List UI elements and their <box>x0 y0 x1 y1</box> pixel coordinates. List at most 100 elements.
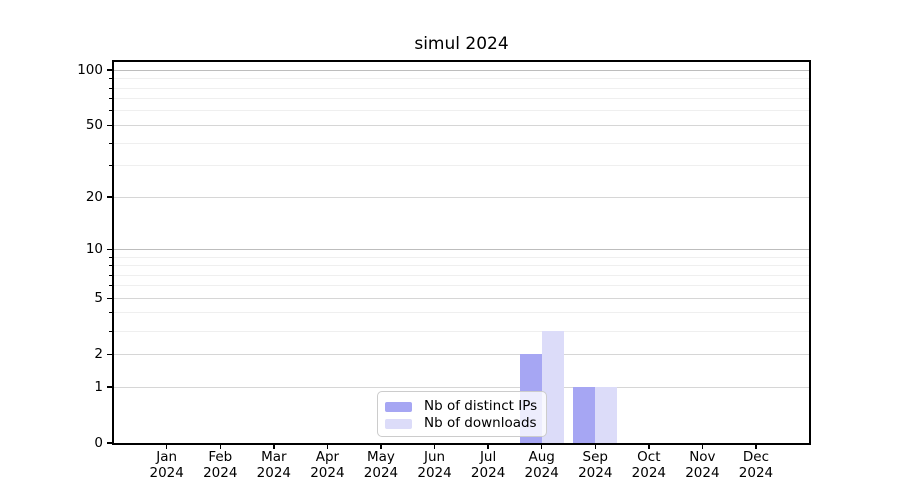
y-minor-tick-mark <box>109 274 112 276</box>
legend-label: Nb of downloads <box>424 415 537 431</box>
y-tick-label: 0 <box>94 435 103 451</box>
gridline-decade <box>114 69 809 71</box>
y-tick-mark <box>107 297 112 299</box>
x-tick-mark <box>273 444 275 449</box>
y-minor-tick-mark <box>109 142 112 144</box>
x-tick-label: May 2024 <box>341 449 421 481</box>
bar-nb-of-downloads <box>541 331 564 443</box>
x-tick-label: Mar 2024 <box>234 449 314 481</box>
gridline-minor <box>114 110 809 112</box>
gridline-minor <box>114 285 809 287</box>
x-tick-label: Sep 2024 <box>555 449 635 481</box>
x-tick-label-year: 2024 <box>685 465 720 481</box>
gridline-minor <box>114 165 809 167</box>
x-tick-label-year: 2024 <box>149 465 184 481</box>
gridline-major <box>114 124 809 126</box>
y-minor-tick-mark <box>109 256 112 258</box>
x-tick-label: Jun 2024 <box>395 449 475 481</box>
x-tick-label-month: Aug <box>528 449 555 465</box>
legend-swatch <box>385 401 412 412</box>
gridline-major <box>114 353 809 355</box>
legend-label: Nb of distinct IPs <box>424 398 538 414</box>
y-minor-tick-mark <box>109 265 112 266</box>
x-tick-label-month: May <box>367 449 395 465</box>
x-tick-label-month: Nov <box>689 449 716 465</box>
y-tick-mark <box>107 124 112 127</box>
y-minor-tick-mark <box>109 165 112 167</box>
y-tick-label: 20 <box>85 189 103 206</box>
x-tick-mark <box>380 444 382 449</box>
x-tick-label: Jul 2024 <box>448 449 528 481</box>
x-tick-label-month: Sep <box>582 449 608 465</box>
x-tick-label-month: Jul <box>479 449 497 465</box>
x-tick-label-month: Mar <box>261 449 287 465</box>
y-minor-tick-mark <box>109 110 112 112</box>
x-tick-mark <box>594 444 596 449</box>
gridline-minor <box>114 312 809 314</box>
x-tick-label-year: 2024 <box>256 465 291 481</box>
x-tick-label-month: Jan <box>156 449 178 465</box>
y-tick-label: 5 <box>94 290 103 307</box>
legend-item: Nb of distinct IPs <box>385 399 546 414</box>
x-tick-label: Aug 2024 <box>502 449 582 481</box>
y-tick-mark <box>107 353 112 355</box>
chart-title: simul 2024 <box>414 34 509 54</box>
x-tick-label-year: 2024 <box>578 465 613 481</box>
bar-nb-of-downloads <box>595 387 618 443</box>
x-tick-label: Feb 2024 <box>180 449 260 481</box>
y-tick-mark <box>107 386 112 388</box>
x-tick-label: Nov 2024 <box>662 449 742 481</box>
legend: Nb of distinct IPs Nb of downloads <box>377 391 547 437</box>
x-tick-mark <box>219 444 222 449</box>
y-tick-label: 2 <box>94 346 103 363</box>
y-tick-label: 1 <box>94 379 103 395</box>
x-tick-label-month: Dec <box>742 449 770 465</box>
x-tick-label-month: Oct <box>637 449 661 465</box>
x-tick-label: Jan 2024 <box>127 449 207 481</box>
gridline-major <box>114 297 809 299</box>
x-tick-mark <box>648 444 650 449</box>
gridline-decade <box>114 248 809 250</box>
x-tick-label-year: 2024 <box>203 465 238 481</box>
x-tick-mark <box>165 444 168 449</box>
y-minor-tick-mark <box>109 285 112 287</box>
gridline-minor <box>114 256 809 258</box>
x-tick-label: Apr 2024 <box>287 449 367 481</box>
y-minor-tick-mark <box>109 98 112 100</box>
y-minor-tick-mark <box>109 330 112 332</box>
y-tick-label: 50 <box>85 117 103 134</box>
y-minor-tick-mark <box>109 312 112 314</box>
x-tick-label-year: 2024 <box>417 465 452 481</box>
x-tick-label-month: Feb <box>208 449 233 465</box>
x-tick-mark <box>487 444 489 449</box>
x-tick-mark <box>701 444 704 449</box>
gridline-minor <box>114 87 809 89</box>
y-tick-mark <box>107 69 112 71</box>
gridline-minor <box>114 98 809 100</box>
gridline-major <box>114 386 809 388</box>
y-tick-label: 100 <box>77 62 103 79</box>
bar-nb-of-distinct-ips <box>573 387 596 443</box>
x-tick-mark <box>755 444 757 449</box>
y-tick-mark <box>107 248 112 251</box>
x-tick-label-year: 2024 <box>363 465 399 481</box>
x-tick-label: Dec 2024 <box>716 449 796 481</box>
x-tick-label: Oct 2024 <box>609 449 689 481</box>
gridline-minor <box>114 142 809 144</box>
x-tick-mark <box>433 444 436 449</box>
y-minor-tick-mark <box>109 78 112 80</box>
legend-swatch <box>385 418 412 429</box>
y-tick-label: 10 <box>85 241 103 258</box>
y-minor-tick-mark <box>109 87 112 89</box>
x-tick-label-year: 2024 <box>631 465 666 481</box>
x-tick-label-month: Jun <box>424 449 446 465</box>
gridline-minor <box>114 274 809 276</box>
legend-item: Nb of downloads <box>385 416 546 431</box>
x-tick-label-year: 2024 <box>738 465 774 481</box>
x-tick-label-year: 2024 <box>524 465 559 481</box>
gridline-minor <box>114 265 809 266</box>
x-tick-mark <box>326 444 329 449</box>
x-tick-mark <box>540 444 543 449</box>
gridline-minor <box>114 330 809 332</box>
